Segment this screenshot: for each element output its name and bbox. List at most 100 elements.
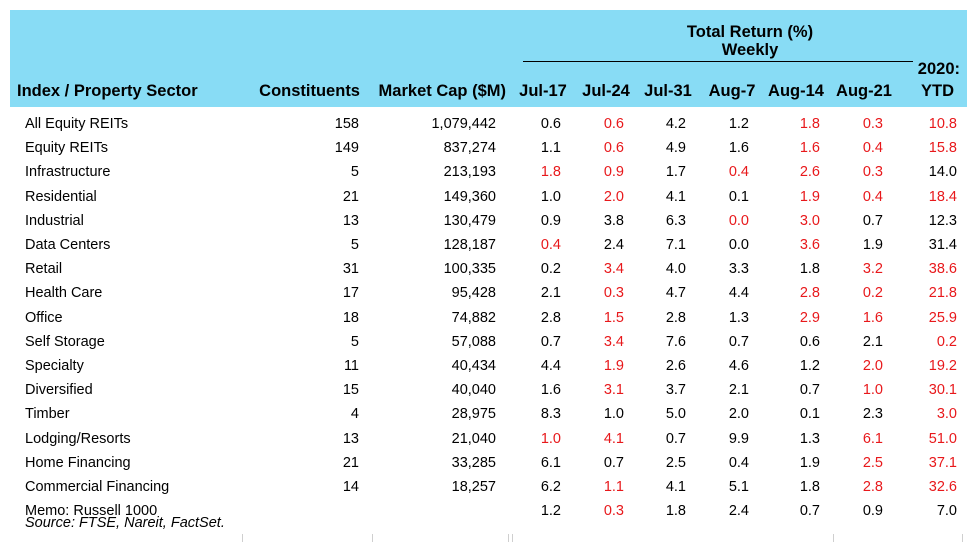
market-cap-value: 18,257 <box>451 479 496 495</box>
col-header-week: Jul-17 <box>519 82 567 100</box>
weekly-return-value: 6.1 <box>862 430 883 447</box>
sector-name: Commercial Financing <box>25 479 170 495</box>
weekly-return-value: 1.3 <box>799 430 820 447</box>
weekly-return-value: 2.1 <box>728 382 749 399</box>
weekly-return-value: 2.1 <box>540 285 561 302</box>
market-cap-value: 149,360 <box>443 188 496 205</box>
weekly-return-value: 0.3 <box>603 285 624 302</box>
weekly-return-value: 6.3 <box>665 212 686 229</box>
col-header-week: Jul-31 <box>644 82 692 100</box>
weekly-return-value: 4.1 <box>665 479 686 495</box>
weekly-return-value: 3.6 <box>799 237 820 253</box>
divider-mark <box>372 534 373 542</box>
market-cap-value: 28,975 <box>451 406 496 423</box>
weekly-return-value: 6.2 <box>540 479 561 495</box>
market-cap-value: 40,040 <box>451 382 496 399</box>
weekly-return-value: 3.3 <box>728 261 749 278</box>
constituents-value: 17 <box>342 285 359 302</box>
table-row: Lodging/Resorts 13 21,040 1.0 4.1 0.7 9.9 1.3 6.… <box>0 427 980 451</box>
group-title: Total Return (%) Weekly <box>650 23 850 59</box>
weekly-return-value: 0.7 <box>799 382 820 399</box>
market-cap-value: 213,193 <box>443 164 496 181</box>
weekly-return-value: 1.9 <box>799 188 820 205</box>
weekly-return-value: 0.3 <box>603 503 624 520</box>
weekly-return-value: 0.1 <box>799 406 820 423</box>
weekly-return-value: 8.3 <box>540 406 561 423</box>
weekly-return-value: 0.9 <box>862 503 883 520</box>
weekly-return-value: 2.4 <box>603 237 624 253</box>
weekly-return-value: 5.1 <box>728 479 749 495</box>
constituents-value: 13 <box>342 212 359 229</box>
table-row: Timber 4 28,975 8.3 1.0 5.0 2.0 0.1 2.3 3.0 <box>0 402 980 426</box>
market-cap-value: 74,882 <box>451 309 496 326</box>
weekly-return-value: 0.2 <box>540 261 561 278</box>
weekly-return-value: 4.7 <box>665 285 686 302</box>
col-header-market-cap: Market Cap ($M) <box>378 82 506 100</box>
weekly-return-value: 4.9 <box>665 140 686 157</box>
weekly-return-value: 3.7 <box>665 382 686 399</box>
sector-name: Residential <box>25 188 97 205</box>
weekly-return-value: 4.0 <box>665 261 686 278</box>
weekly-return-value: 0.4 <box>862 140 883 157</box>
ytd-return-value: 10.8 <box>928 116 957 132</box>
sector-name: Lodging/Resorts <box>25 430 131 447</box>
divider-mark <box>833 534 834 542</box>
weekly-return-value: 5.0 <box>665 406 686 423</box>
weekly-return-value: 0.3 <box>862 116 883 132</box>
col-header-week: Aug-7 <box>708 82 756 100</box>
weekly-return-value: 0.3 <box>862 164 883 181</box>
weekly-return-value: 2.8 <box>665 309 686 326</box>
weekly-return-value: 2.8 <box>540 309 561 326</box>
weekly-return-value: 0.4 <box>728 164 749 181</box>
weekly-return-value: 0.7 <box>540 333 561 350</box>
weekly-return-value: 0.6 <box>603 140 624 157</box>
weekly-return-value: 2.4 <box>728 503 749 520</box>
source-note: Source: FTSE, Nareit, FactSet. <box>25 515 225 531</box>
weekly-return-value: 1.0 <box>862 382 883 399</box>
constituents-value: 5 <box>350 237 359 253</box>
sector-name: Equity REITs <box>25 140 108 157</box>
weekly-return-value: 1.7 <box>665 164 686 181</box>
ytd-return-value: 18.4 <box>928 188 957 205</box>
table-row: Home Financing 21 33,285 6.1 0.7 2.5 0.4 1.9 2.5… <box>0 451 980 475</box>
weekly-return-value: 1.1 <box>603 479 624 495</box>
weekly-return-value: 0.7 <box>799 503 820 520</box>
weekly-return-value: 1.6 <box>728 140 749 157</box>
constituents-value: 13 <box>342 430 359 447</box>
weekly-return-value: 9.9 <box>728 430 749 447</box>
weekly-return-value: 1.3 <box>728 309 749 326</box>
weekly-return-value: 1.6 <box>799 140 820 157</box>
col-header-ytd-line2: YTD <box>921 82 954 100</box>
weekly-return-value: 0.7 <box>862 212 883 229</box>
weekly-return-value: 2.6 <box>665 358 686 374</box>
sector-name: Memo: Russell 1000 <box>25 503 158 520</box>
col-header-sector: Index / Property Sector <box>17 82 198 100</box>
weekly-return-value: 3.8 <box>603 212 624 229</box>
weekly-return-value: 0.0 <box>728 212 749 229</box>
weekly-return-value: 2.6 <box>799 164 820 181</box>
table-header: Total Return (%) Weekly Index / Property… <box>10 10 967 107</box>
market-cap-value: 21,040 <box>451 430 496 447</box>
sector-name: Diversified <box>25 382 93 399</box>
table-row: Commercial Financing 14 18,257 6.2 1.1 4.1 5.1… <box>0 475 980 499</box>
weekly-return-value: 0.0 <box>728 237 749 253</box>
divider-mark <box>242 534 243 542</box>
weekly-return-value: 0.4 <box>540 237 561 253</box>
ytd-return-value: 19.2 <box>928 358 957 374</box>
sector-name: Industrial <box>25 212 84 229</box>
table-row: Specialty 11 40,434 4.4 1.9 2.6 4.6 1.2 2.0 19.2 <box>0 354 980 378</box>
market-cap-value: 95,428 <box>451 285 496 302</box>
group-title-rule <box>523 61 913 62</box>
market-cap-value: 128,187 <box>443 237 496 253</box>
ytd-return-value: 12.3 <box>928 212 957 229</box>
weekly-return-value: 1.8 <box>799 479 820 495</box>
sector-name: Office <box>25 309 63 326</box>
weekly-return-value: 3.1 <box>603 382 624 399</box>
sector-name: All Equity REITs <box>25 116 129 132</box>
weekly-return-value: 0.7 <box>603 454 624 471</box>
ytd-return-value: 38.6 <box>928 261 957 278</box>
constituents-value: 149 <box>334 140 359 157</box>
weekly-return-value: 7.6 <box>665 333 686 350</box>
weekly-return-value: 0.6 <box>603 116 624 132</box>
weekly-return-value: 1.9 <box>862 237 883 253</box>
